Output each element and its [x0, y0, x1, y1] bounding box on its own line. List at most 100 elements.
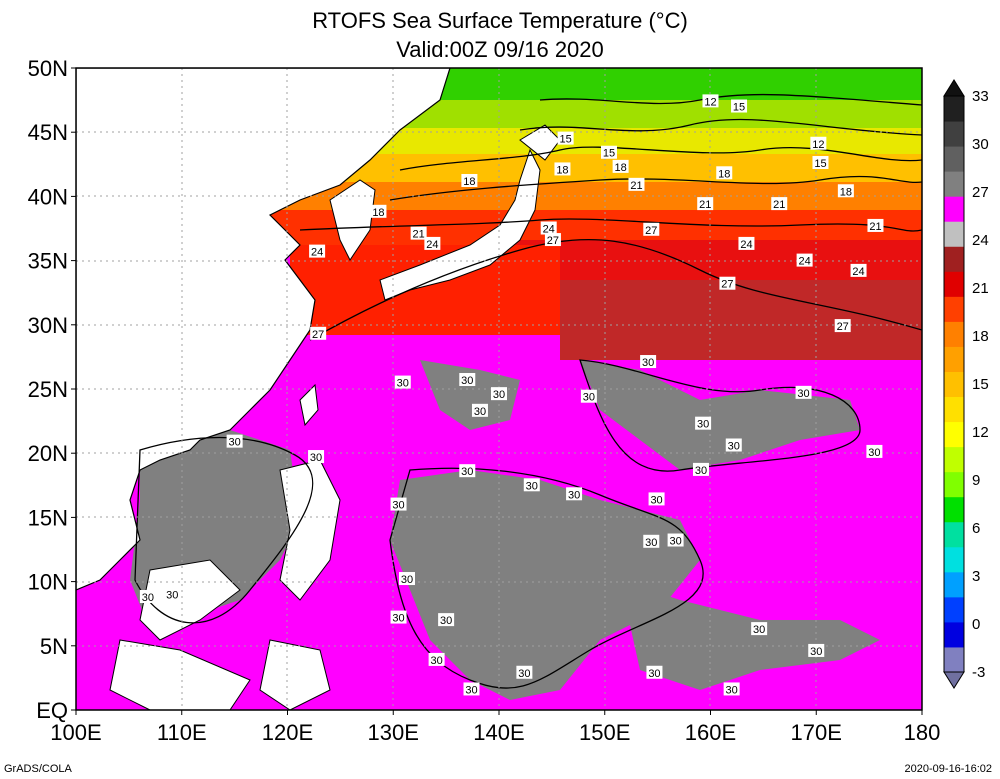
lat-tick-label: 15N: [28, 505, 68, 530]
borneo: [139, 559, 241, 641]
svg-text:30: 30: [310, 452, 322, 464]
lat-tick-label: 35N: [28, 249, 68, 274]
contour-label: 18: [461, 173, 478, 188]
svg-text:30: 30: [583, 392, 595, 404]
lat-tick-label: 40N: [28, 184, 68, 209]
graticule: [76, 68, 922, 710]
colorbar-segment: [944, 446, 964, 473]
contour-label: 18: [612, 159, 629, 174]
band-27c: [560, 280, 922, 360]
svg-text:30: 30: [461, 375, 473, 387]
svg-text:12: 12: [812, 139, 824, 151]
contour-label: 15: [557, 131, 574, 146]
isotherm-27: [309, 238, 922, 341]
contour-label: 15: [812, 156, 829, 170]
colorbar-segment: [944, 146, 964, 172]
svg-text:30: 30: [697, 419, 709, 431]
sst-field: [76, 68, 922, 710]
asia-continent: [76, 68, 451, 591]
footer-timestamp: 2020-09-16-16:02: [904, 763, 992, 775]
contour-label: 30: [516, 665, 533, 680]
contour-label: 18: [554, 162, 571, 176]
svg-text:27: 27: [645, 225, 657, 237]
svg-text:30: 30: [166, 589, 178, 601]
svg-text:21: 21: [869, 221, 881, 233]
contour-label: 30: [580, 389, 597, 404]
svg-text:15: 15: [733, 102, 745, 114]
lat-tick-label: 50N: [28, 56, 68, 81]
colorbar-segment: [944, 646, 964, 673]
contour-label: 30: [463, 682, 480, 696]
svg-text:30: 30: [142, 592, 154, 604]
contour-label: 21: [771, 197, 788, 211]
latitude-axis: EQ 5N 10N 15N 20N 25N 30N 35N 40N 45N 50N: [28, 56, 76, 723]
contour-label: 15: [600, 145, 617, 160]
svg-text:30: 30: [568, 489, 580, 501]
svg-text:30: 30: [797, 388, 809, 400]
colorbar-segment: [944, 496, 964, 523]
colorbar-segment: [944, 121, 964, 147]
colorbar-segment: [944, 571, 964, 598]
colorbar-segment: [944, 396, 964, 423]
svg-text:21: 21: [413, 229, 425, 241]
central-warm-patch: [390, 470, 700, 700]
taiwan: [299, 383, 319, 427]
svg-text:30: 30: [810, 646, 822, 658]
contour-label: 30: [723, 682, 740, 696]
korea: [329, 179, 376, 261]
contour-label: 30: [428, 652, 445, 667]
colorbar-label: 3: [972, 568, 980, 585]
svg-text:30: 30: [474, 406, 486, 418]
contour-label: 30: [471, 403, 488, 418]
isotherm-30-east: [579, 359, 861, 472]
contour-label: 30: [795, 385, 812, 400]
lon-tick-label: 180: [904, 720, 941, 745]
colorbar-segment: [944, 171, 964, 197]
colorbar-label: 18: [972, 328, 989, 345]
contour-label: 27: [719, 276, 736, 291]
contour-label: 21: [867, 218, 884, 233]
contour-label: 24: [424, 236, 441, 251]
colorbar-segment: [944, 296, 964, 322]
colorbar-label: 15: [972, 376, 989, 393]
isotherm-15: [519, 118, 922, 136]
svg-text:30: 30: [465, 684, 477, 696]
svg-text:24: 24: [852, 266, 864, 278]
svg-text:27: 27: [721, 279, 733, 291]
colorbar-label: 9: [972, 472, 980, 489]
colorbar-label: 12: [972, 424, 989, 441]
colorbar-segment: [944, 96, 964, 122]
contour-label: 30: [695, 416, 712, 431]
svg-text:24: 24: [426, 239, 438, 251]
svg-text:15: 15: [603, 148, 615, 160]
contour-label: 30: [692, 462, 709, 477]
colorbar-segment: [944, 371, 964, 398]
svg-text:30: 30: [397, 378, 409, 390]
lat-tick-label: 20N: [28, 441, 68, 466]
contour-label: 30: [139, 590, 156, 604]
lon-tick-label: 170E: [791, 720, 842, 745]
contour-label: 30: [667, 533, 684, 548]
svg-text:18: 18: [463, 176, 475, 188]
colorbar-segment: [944, 221, 964, 247]
svg-text:30: 30: [645, 537, 657, 549]
isotherm-21: [389, 175, 922, 201]
contour-label: 30: [808, 643, 825, 658]
colorbar-label: 33: [972, 88, 989, 105]
lon-tick-label: 150E: [579, 720, 630, 745]
warm-patch-c: [620, 580, 880, 690]
lon-tick-label: 140E: [473, 720, 524, 745]
colorbar-label: -3: [972, 664, 985, 681]
colorbar-segment: [944, 246, 964, 272]
contour-label: 30: [751, 622, 768, 636]
contour-label: 18: [716, 166, 733, 180]
colorbar-label: 27: [972, 184, 989, 201]
colorbar-top-arrow: [943, 79, 965, 97]
lon-tick-label: 120E: [262, 720, 313, 745]
colorbar-label: 24: [972, 232, 989, 249]
contour-label: 21: [697, 197, 714, 211]
svg-text:30: 30: [648, 668, 660, 680]
svg-text:18: 18: [556, 164, 568, 176]
sumatra-borneo-south: [109, 639, 251, 710]
svg-text:24: 24: [740, 239, 752, 251]
